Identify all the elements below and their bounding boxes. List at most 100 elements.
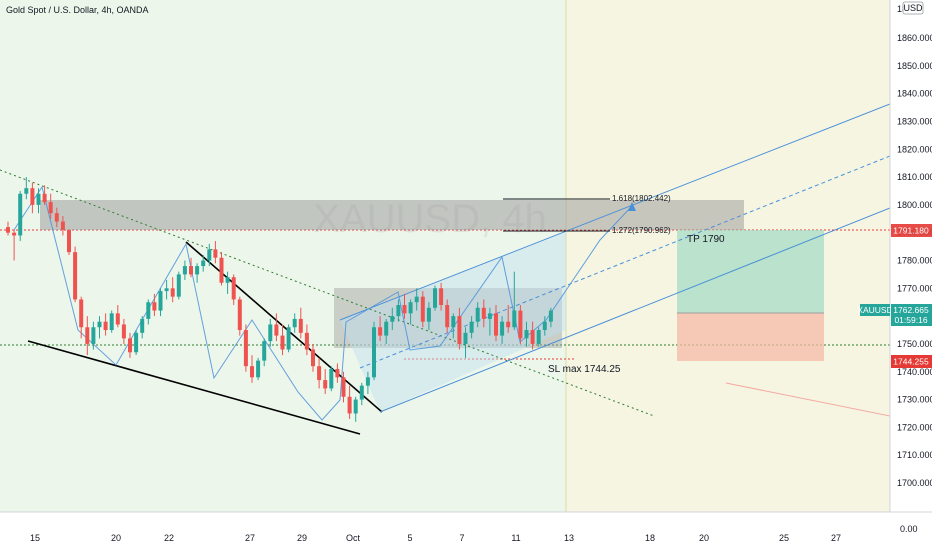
candle-body bbox=[268, 324, 273, 342]
candle-body bbox=[60, 221, 65, 230]
candle-body bbox=[353, 399, 358, 414]
time-tick-label: 27 bbox=[245, 533, 255, 543]
candle-body bbox=[286, 327, 291, 350]
candle-body bbox=[457, 316, 462, 344]
stop-loss-label: SL max 1744.25 bbox=[548, 364, 621, 375]
candle-body bbox=[54, 213, 59, 222]
candle-body bbox=[128, 338, 132, 353]
candle-body bbox=[36, 193, 41, 205]
candle-body bbox=[329, 368, 334, 389]
candle-body bbox=[97, 321, 102, 328]
candle-body bbox=[451, 316, 456, 328]
candle-body bbox=[298, 318, 303, 333]
candle-body bbox=[445, 305, 450, 328]
countdown-tag-text: 01:59:16 bbox=[894, 315, 927, 325]
candle-body bbox=[506, 321, 511, 328]
candle-body bbox=[91, 327, 96, 344]
candle-body bbox=[402, 305, 407, 314]
candle-body bbox=[433, 288, 437, 308]
candle-body bbox=[524, 330, 529, 339]
price-tick-label: 1740.000 bbox=[897, 367, 932, 377]
candle-body bbox=[500, 321, 505, 336]
candle-body bbox=[121, 324, 126, 339]
price-tick-label: 1720.000 bbox=[897, 422, 932, 432]
price-tick-label: 1830.000 bbox=[897, 116, 932, 126]
candle-body bbox=[304, 332, 309, 350]
candle-body bbox=[12, 232, 17, 236]
wedge-upper-line bbox=[185, 241, 383, 413]
candle-body bbox=[213, 249, 218, 258]
candle-body bbox=[134, 332, 139, 353]
candle-body bbox=[463, 332, 468, 344]
symbol-tag bbox=[860, 304, 890, 316]
stop-price-tag-text: 1744.255 bbox=[893, 357, 929, 367]
candle-body bbox=[420, 296, 425, 322]
fib-1272-label: 1.272(1790.962) bbox=[612, 226, 671, 235]
candle-body bbox=[201, 260, 206, 267]
candle-body bbox=[158, 291, 163, 311]
candle-body bbox=[335, 368, 340, 378]
price-tick-label: 1700.000 bbox=[897, 478, 932, 488]
take-profit-label: TP 1790 bbox=[687, 234, 725, 245]
candle-body bbox=[494, 313, 498, 336]
last-price-tag bbox=[891, 304, 932, 326]
resistance-price-tag bbox=[891, 224, 932, 237]
candle-body bbox=[542, 321, 547, 331]
time-tick-label: 29 bbox=[297, 533, 307, 543]
faint-trendline bbox=[725, 382, 921, 423]
candle-body bbox=[103, 321, 108, 331]
candle-body bbox=[225, 277, 230, 283]
candle-body bbox=[512, 310, 517, 328]
price-tick-label: 1820.000 bbox=[897, 144, 932, 154]
time-tick-label: 20 bbox=[699, 533, 709, 543]
highlight-zone-green bbox=[0, 0, 566, 512]
candle-body bbox=[164, 288, 169, 292]
time-tick-label: 15 bbox=[30, 533, 40, 543]
candle-body bbox=[189, 266, 193, 275]
candle-body bbox=[311, 349, 315, 367]
candle-body bbox=[79, 299, 84, 328]
candle-body bbox=[384, 321, 389, 336]
candle-body bbox=[439, 288, 444, 305]
candle-body bbox=[469, 321, 474, 333]
candle-body bbox=[140, 318, 145, 333]
price-axis-panel bbox=[890, 0, 932, 550]
time-axis-labels: 15 20 22 27 29 Oct 5 7 11 13 18 20 25 27 bbox=[30, 533, 841, 543]
price-tick-label: 1850.000 bbox=[897, 61, 932, 71]
chart-title: Gold Spot / U.S. Dollar, 4h, OANDA bbox=[6, 5, 149, 15]
candle-body bbox=[42, 193, 47, 203]
fib-1618-label: 1.618(1802.442) bbox=[612, 194, 671, 203]
price-tick-label: 1800.000 bbox=[897, 200, 932, 210]
candle-body bbox=[317, 366, 322, 381]
price-tick-label: 1730.000 bbox=[897, 395, 932, 405]
candle-body bbox=[48, 202, 53, 214]
candle-body bbox=[73, 252, 78, 300]
candle-body bbox=[475, 307, 480, 322]
candle-body bbox=[280, 335, 285, 350]
channel-lower-line bbox=[379, 207, 891, 413]
time-tick-label: 27 bbox=[831, 533, 841, 543]
candle-body bbox=[237, 299, 242, 331]
time-tick-label: 22 bbox=[164, 533, 174, 543]
candle-body bbox=[359, 385, 364, 400]
candle-body bbox=[323, 380, 328, 389]
time-tick-label: 7 bbox=[459, 533, 464, 543]
candle-body bbox=[18, 193, 23, 236]
candle-body bbox=[518, 310, 523, 339]
candle-body bbox=[146, 302, 151, 319]
time-tick-label: 20 bbox=[111, 533, 121, 543]
candle-body bbox=[274, 324, 279, 336]
resistance-zone bbox=[40, 200, 744, 230]
candle-body bbox=[231, 277, 236, 300]
candle-body bbox=[30, 188, 35, 205]
candle-body bbox=[426, 307, 431, 322]
stop-loss-box bbox=[677, 313, 824, 361]
candle-body bbox=[67, 229, 71, 253]
candle-body bbox=[152, 302, 157, 311]
currency-badge[interactable] bbox=[902, 1, 924, 15]
candle-body bbox=[6, 227, 10, 233]
candle-body bbox=[250, 366, 254, 378]
price-tick-label: 1840.000 bbox=[897, 89, 932, 99]
candle-body bbox=[365, 377, 370, 386]
